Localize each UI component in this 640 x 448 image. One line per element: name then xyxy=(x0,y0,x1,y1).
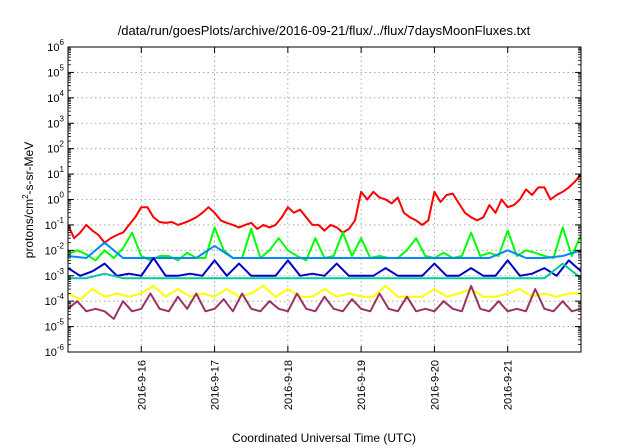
x-tick-label: 2016-9-19 xyxy=(356,360,368,410)
gridlines xyxy=(68,47,581,352)
y-axis-label-superscript: 2 xyxy=(21,194,30,199)
y-axis-ticks: 10-6 10-5 10-4 10-3 10-2 10-1 100 101 102 103 104 1… xyxy=(45,38,581,359)
y-tick-label: 103 xyxy=(47,114,64,130)
y-tick-label: 100 xyxy=(47,191,64,207)
x-axis-label: Coordinated Universal Time (UTC) xyxy=(232,431,416,445)
y-tick-label: 10-3 xyxy=(45,267,65,283)
y-tick-label: 101 xyxy=(47,165,64,181)
y-axis-label: protons/cm2-s-sr-MeV xyxy=(21,142,36,258)
y-tick-label: 10-4 xyxy=(45,292,65,308)
y-tick-label: 10-2 xyxy=(45,241,65,257)
x-tick-label: 2016-9-21 xyxy=(503,360,515,410)
series-line-6 xyxy=(68,284,581,301)
series-line-7 xyxy=(68,284,581,320)
x-tick-label: 2016-9-20 xyxy=(429,360,441,410)
series-line-1 xyxy=(68,173,581,244)
x-tick-label: 2016-9-17 xyxy=(210,360,222,410)
y-tick-label: 105 xyxy=(47,63,64,79)
series-lines xyxy=(68,173,581,320)
y-axis-label-part: -s-sr-MeV xyxy=(22,142,36,195)
series-line-2 xyxy=(68,226,581,262)
y-tick-label: 106 xyxy=(47,38,64,54)
chart-title: /data/run/goesPlots/archive/2016-09-21/f… xyxy=(118,23,531,38)
y-tick-label: 104 xyxy=(47,89,64,105)
y-tick-label: 10-6 xyxy=(45,343,65,359)
series-line-5 xyxy=(68,262,581,280)
y-axis-label-part: protons/cm xyxy=(22,199,36,258)
x-tick-label: 2016-9-16 xyxy=(136,360,148,410)
x-axis-ticks: 2016-9-16 2016-9-17 2016-9-18 2016-9-19 2016… xyxy=(136,47,515,410)
y-tick-label: 10-1 xyxy=(45,216,65,232)
x-tick-label: 2016-9-18 xyxy=(283,360,295,410)
y-tick-label: 10-5 xyxy=(45,318,65,334)
y-tick-label: 102 xyxy=(47,140,64,156)
series-line-4 xyxy=(68,257,581,277)
